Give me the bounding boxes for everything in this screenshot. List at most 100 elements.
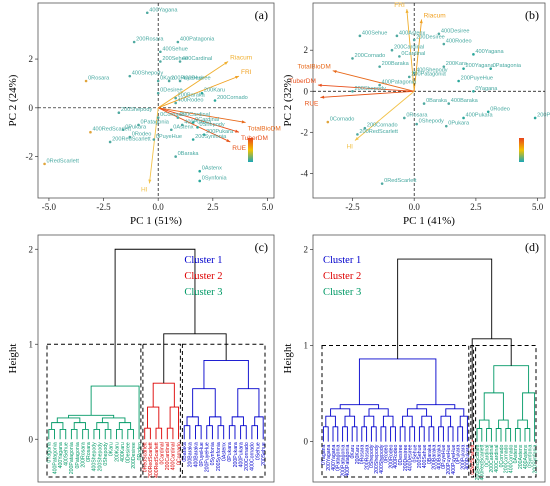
dendro-branch [104,428,112,440]
score-point [174,101,177,105]
point-label: 0Cornado [160,112,185,118]
leaf-label: 0Desiree [398,445,404,466]
loading-vector [406,9,415,92]
leaf-label: 200Yagana [326,445,332,471]
leaf-label: 400Sehue [64,442,70,466]
leaf-label: 400Patagonia [345,445,351,477]
y-axis-label: Height [282,344,294,374]
point-label: 200Cornado [354,53,385,59]
leaf-label: 200Rosara [364,445,370,470]
dendro-branch [522,392,536,442]
score-point [84,79,88,83]
dendro-branch [48,428,55,440]
loading-vector [158,107,240,133]
point-label: 400Cardinal [182,56,212,62]
y-tick-label: -4 [301,168,309,178]
leaf-label: 200Synfonia [216,442,222,471]
leaf-label: 200Rosara [80,442,86,467]
legend-entry: Cluster 3 [184,287,222,298]
leaf-label: 0Patagonia [75,442,81,468]
point-label: 400Baraka [451,98,479,104]
leaf-label: 0Astenx [513,444,519,463]
point-label: 0Yagana [475,86,498,92]
leaf-label: 400Shepody [379,444,385,474]
vector-arrowhead [241,120,246,124]
leaf-label: 200Sehue [417,445,423,469]
panel-tag: (a) [255,8,268,22]
leaf-label: 200RedScarlett [475,444,481,480]
score-point [198,169,202,173]
loading-vector [354,90,415,141]
leaf-label: 400Pukara [465,445,471,470]
leaf-label: 400Karu [120,442,126,462]
leaf-label: 400Baraka [193,442,199,467]
dendrogram-panel-2: 0 1 2 Height (c) 0Yagana 400Patagonia 400Yagana… [7,234,275,483]
leaf-label: 200PuyeHue [446,445,452,475]
legend-entry: Cluster 3 [323,287,361,298]
leaf-label: 400Shepody [92,442,98,472]
x-tick-label: -2.5 [345,202,360,212]
leaf-label: 0PuyeHue [199,442,205,466]
y-tick-label: 1 [304,341,309,351]
y-tick-label: 0 [304,86,309,96]
leaf-label: 400Pukara [238,442,244,467]
leaf-label: 0Synfonia [528,445,534,468]
leaf-label: 200Desiree [403,445,409,472]
point-label: 200Cornado [217,95,248,101]
score-point [422,102,426,105]
x-tick-label: 0.0 [153,202,165,212]
pca-panel-1: -2.5 0.0 2.5 5.0 -4 -2 0 2 PC 1 (41%) PC 2 (32%) (… [282,2,550,227]
plot-frame [37,234,275,483]
score-point [489,67,493,70]
leaf-label: 0Sehue [412,445,418,463]
point-label: 400Desiree [182,76,211,82]
leaf-label: 200Rodeo [388,445,394,469]
leaf-label: 200Synfonia [532,445,538,474]
leaf-label: 200Cardinal [165,442,171,470]
score-point [89,130,92,134]
loading-vector [158,75,240,109]
leaf-label: 400Baraka [436,445,442,470]
dendro-branch [70,428,78,440]
loading-vector [158,107,246,123]
score-point [457,79,460,83]
y-tick-label: -2 [301,127,309,137]
leaf-label: 0Baraka [182,442,188,461]
point-label: 0Rodeo [132,132,152,138]
leaf-label: 400Rodeo [393,445,399,469]
x-axis-label: PC 1 (41%) [403,215,455,227]
score-point [145,11,149,15]
point-label: 0Pukara [448,121,470,127]
score-point [407,75,411,79]
dendro-branch [59,428,67,440]
leaf-label: 400Sehue [422,445,428,469]
leaf-label: 0Karu [350,445,356,459]
point-label: 400Shepody [132,71,164,77]
point-label: 200Synfonia [195,134,227,140]
point-label: 200Cardinal [394,45,424,51]
leaf-label: 0RedScarlett [143,442,149,473]
leaf-label: 0Sehue [255,442,261,460]
score-point [159,50,162,54]
leaf-label: 0PuyeHue [441,445,447,469]
score-point [191,138,195,141]
panel-tag: (b) [525,8,539,22]
vector-arrowhead [317,83,322,87]
dendro-branch [254,416,264,440]
x-tick-label: -5.0 [42,202,57,212]
x-tick-label: 5.0 [262,202,274,212]
x-axis-label: PC 1 (51%) [130,215,182,227]
leaf-label: 200RedScarlett [148,442,154,478]
y-tick-label: -2 [26,152,34,162]
loading-vector [320,90,415,98]
vector-arrowhead [419,19,423,24]
leaf-label: 400RedScarlett [154,442,160,478]
leaf-label: 400Patagonia [52,442,58,474]
score-point [137,123,140,127]
point-label: 0Shepody [419,119,444,125]
x-tick-label: 2.5 [207,202,219,212]
dendrogram-panel-3: 0 1 2 Height (d) 0Yagana200Yagana400Yagana0Pa… [282,234,546,483]
legend-entry: Cluster 2 [184,271,222,282]
y-tick-label: 0 [304,437,309,447]
point-label: 200Yagana [466,63,495,69]
